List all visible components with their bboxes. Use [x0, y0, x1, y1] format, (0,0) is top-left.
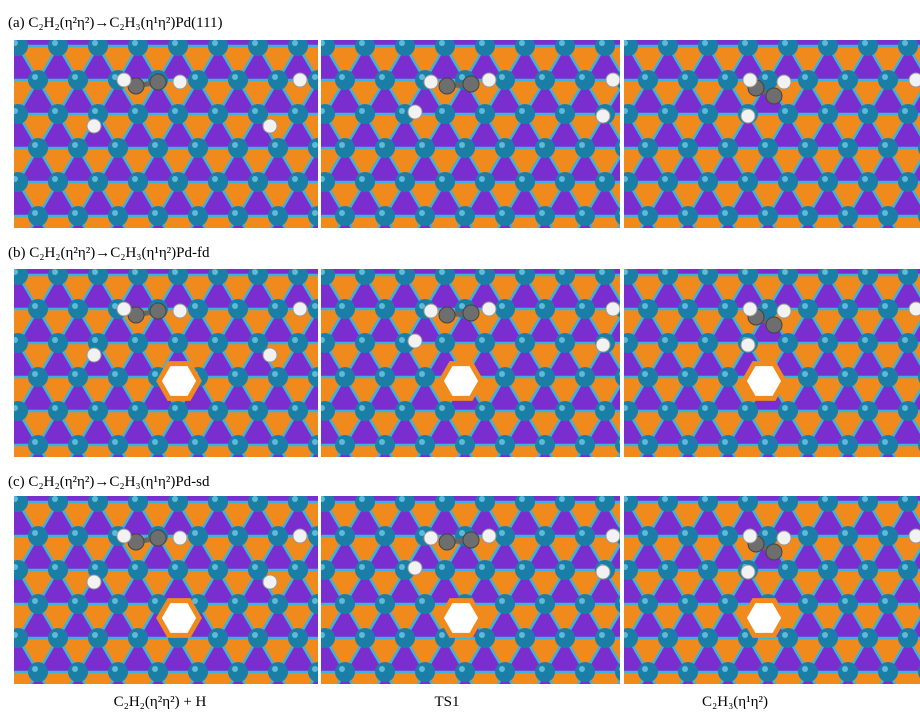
panel-content [14, 40, 318, 228]
vacancy [441, 364, 481, 399]
hydrogen-atom [117, 529, 131, 543]
hydrogen-atom [424, 75, 438, 89]
panel-content [14, 496, 318, 684]
hydrogen-atom [596, 565, 610, 579]
structure-panel [321, 40, 620, 228]
column-label: TS1 [434, 694, 459, 710]
hydrogen-atom [173, 531, 187, 545]
hydrogen-atom [606, 529, 620, 543]
lattice [624, 496, 920, 684]
carbon-atom [439, 534, 455, 550]
row-label: (c) C₂H₂(η²η²)→C₂H₃(η¹η²)Pd-sd [8, 474, 210, 490]
panel-content [14, 269, 318, 457]
panel-content [624, 40, 920, 228]
hydrogen-atom [777, 531, 791, 545]
lattice [624, 40, 920, 228]
hydrogen-atom [293, 73, 307, 87]
structure-panel [624, 269, 920, 457]
carbon-atom [150, 303, 166, 319]
figure: (a) C₂H₂(η²η²)→C₂H₃(η¹η²)Pd(111) (b) C₂H… [0, 0, 920, 714]
lattice [14, 269, 318, 457]
carbon-atom [439, 78, 455, 94]
hydrogen-atom [87, 119, 101, 133]
lattice [321, 496, 620, 684]
row-label: (a) C₂H₂(η²η²)→C₂H₃(η¹η²)Pd(111) [8, 15, 223, 31]
hydrogen-atom [173, 304, 187, 318]
carbon-atom [766, 88, 782, 104]
hydrogen-atom [87, 575, 101, 589]
panel-content [321, 269, 620, 457]
hydrogen-atom [263, 119, 277, 133]
vacancy [159, 364, 199, 399]
hydrogen-atom [596, 338, 610, 352]
vacancy [159, 601, 199, 636]
structure-panel [14, 269, 318, 457]
lattice [14, 40, 318, 228]
panels [14, 40, 920, 684]
column-label: C₂H₃(η¹η²) [702, 694, 768, 710]
hydrogen-atom [408, 334, 422, 348]
hydrogen-atom [777, 75, 791, 89]
hydrogen-atom [741, 109, 755, 123]
hydrogen-atom [408, 105, 422, 119]
hydrogen-atom [909, 73, 920, 87]
carbon-atom [463, 76, 479, 92]
row-label: (b) C₂H₂(η²η²)→C₂H₃(η¹η²)Pd-fd [8, 245, 210, 261]
panel-content [321, 40, 620, 228]
structure-panel [14, 496, 318, 684]
hydrogen-atom [741, 565, 755, 579]
hydrogen-atom [263, 575, 277, 589]
panel-content [321, 496, 620, 684]
hydrogen-atom [606, 302, 620, 316]
hydrogen-atom [909, 529, 920, 543]
carbon-atom [766, 544, 782, 560]
structure-panel [624, 496, 920, 684]
carbon-atom [766, 317, 782, 333]
vacancy [441, 601, 481, 636]
structure-panel [321, 269, 620, 457]
carbon-atom [463, 305, 479, 321]
hydrogen-atom [743, 73, 757, 87]
hydrogen-atom [293, 529, 307, 543]
column-label: C₂H₂(η²η²) + H [114, 694, 207, 710]
hydrogen-atom [596, 109, 610, 123]
hydrogen-atom [424, 304, 438, 318]
hydrogen-atom [117, 73, 131, 87]
hydrogen-atom [777, 304, 791, 318]
carbon-atom [463, 532, 479, 548]
hydrogen-atom [743, 529, 757, 543]
hydrogen-atom [482, 302, 496, 316]
panel-content [624, 496, 920, 684]
hydrogen-atom [482, 529, 496, 543]
hydrogen-atom [606, 73, 620, 87]
structure-panel [321, 496, 620, 684]
panel-content [624, 269, 920, 457]
carbon-atom [150, 530, 166, 546]
hydrogen-atom [293, 302, 307, 316]
hydrogen-atom [408, 561, 422, 575]
hydrogen-atom [424, 531, 438, 545]
hydrogen-atom [263, 348, 277, 362]
hydrogen-atom [482, 73, 496, 87]
hydrogen-atom [173, 75, 187, 89]
hydrogen-atom [87, 348, 101, 362]
vacancy [744, 601, 784, 636]
lattice [14, 496, 318, 684]
hydrogen-atom [741, 338, 755, 352]
carbon-atom [439, 307, 455, 323]
hydrogen-atom [909, 302, 920, 316]
structure-panel [14, 40, 318, 228]
carbon-atom [150, 74, 166, 90]
lattice [321, 40, 620, 228]
hydrogen-atom [743, 302, 757, 316]
hydrogen-atom [117, 302, 131, 316]
vacancy [744, 364, 784, 399]
structure-panel [624, 40, 920, 228]
